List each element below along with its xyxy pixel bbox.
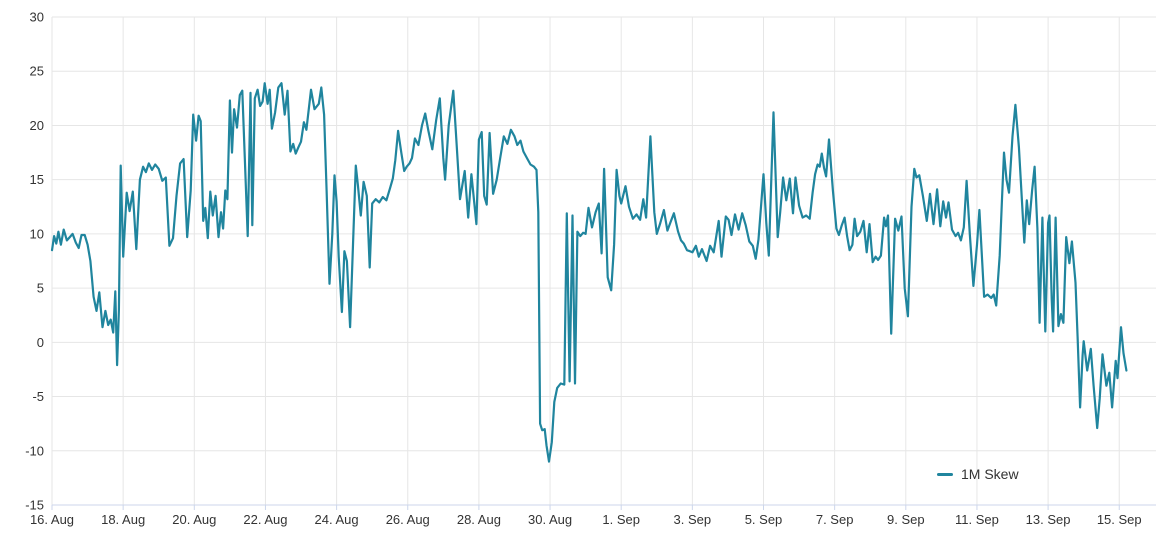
x-axis-tick-label: 20. Aug — [172, 512, 216, 527]
x-axis-tick-label: 18. Aug — [101, 512, 145, 527]
x-axis-tick-label: 28. Aug — [457, 512, 501, 527]
x-axis-tick-label: 11. Sep — [955, 512, 999, 527]
axis-lines — [51, 504, 1156, 510]
legend-item-1m-skew[interactable]: 1M Skew — [937, 463, 1019, 485]
legend-label: 1M Skew — [961, 466, 1019, 482]
x-axis-tick-label: 26. Aug — [386, 512, 430, 527]
y-axis-tick-label: -10 — [25, 443, 44, 458]
y-axis-tick-label: 10 — [30, 226, 44, 241]
legend: 1M Skew — [937, 463, 1019, 485]
y-axis-tick-label: -5 — [32, 389, 44, 404]
x-axis-tick-label: 16. Aug — [30, 512, 74, 527]
legend-line-marker-icon — [937, 472, 953, 476]
x-axis-tick-label: 13. Sep — [1026, 512, 1071, 527]
x-axis-tick-label: 30. Aug — [528, 512, 572, 527]
x-axis-tick-label: 1. Sep — [602, 512, 640, 527]
y-axis-tick-label: 30 — [30, 10, 44, 25]
y-axis-tick-label: 5 — [37, 281, 44, 296]
y-axis-tick-label: 25 — [30, 64, 44, 79]
x-axis-tick-label: 9. Sep — [887, 512, 925, 527]
gridlines — [51, 16, 1156, 506]
x-axis-tick-label: 3. Sep — [674, 512, 712, 527]
y-axis-tick-label: 0 — [37, 335, 44, 350]
y-axis-tick-label: -15 — [25, 498, 44, 513]
x-axis-tick-label: 22. Aug — [243, 512, 287, 527]
y-axis-tick-label: 20 — [30, 118, 44, 133]
x-axis-labels: 16. Aug 18. Aug 20. Aug 22. Aug 24. Aug 26. A… — [30, 512, 1142, 527]
series-line-1m-skew — [50, 82, 1128, 463]
x-axis-tick-label: 5. Sep — [745, 512, 783, 527]
x-axis-tick-label: 15. Sep — [1097, 512, 1142, 527]
x-axis-tick-label: 7. Sep — [816, 512, 854, 527]
x-axis-tick-label: 24. Aug — [315, 512, 359, 527]
y-axis-labels: 30 25 20 15 10 5 0 -5 -10 -15 — [25, 10, 44, 513]
y-axis-tick-label: 15 — [30, 172, 44, 187]
